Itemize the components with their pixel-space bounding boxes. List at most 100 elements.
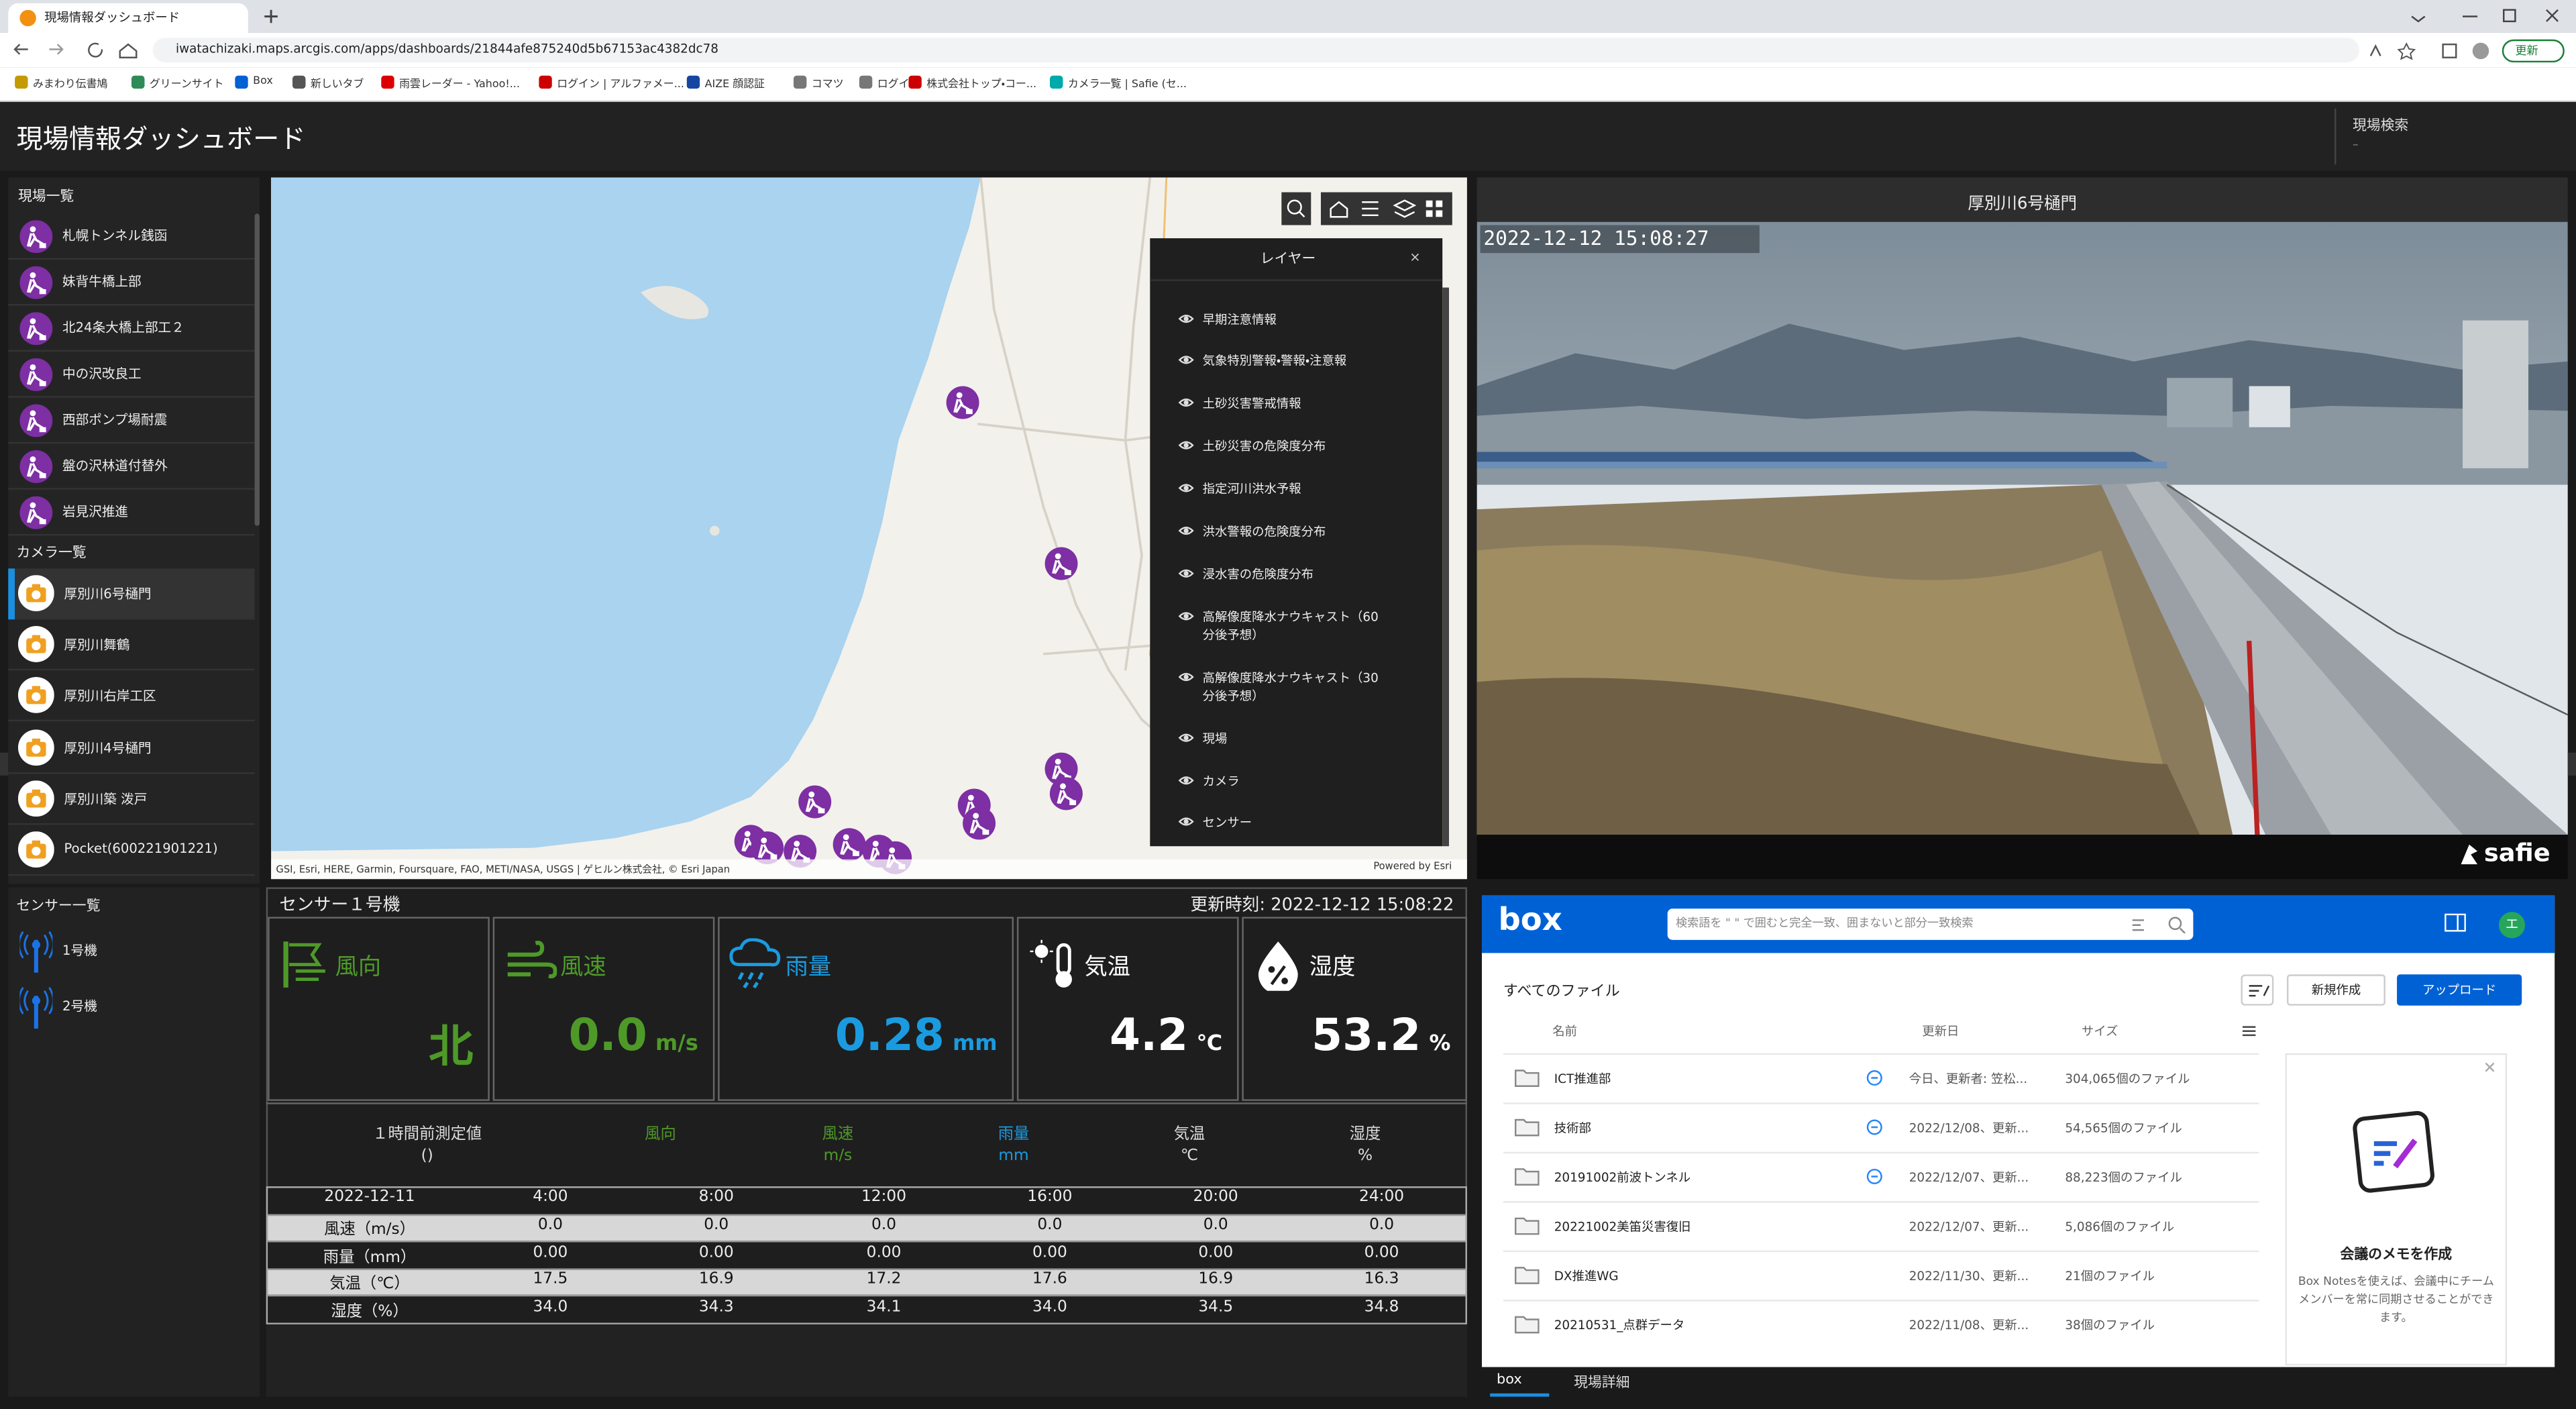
bottom-tab[interactable]: box (1497, 1371, 1522, 1389)
layer-item[interactable]: 早期注意情報 (1202, 312, 1277, 327)
graphic (264, 9, 278, 23)
layer-item[interactable]: 土砂災害警戒情報 (1202, 396, 1301, 411)
camera-name[interactable]: 厚別川築 泼戸 (64, 791, 148, 806)
graphic (686, 75, 700, 89)
site-name[interactable]: 盤の沢林道付替外 (62, 458, 168, 474)
tile-value-wrap: 北 (273, 1010, 473, 1076)
close-button[interactable]: × (1409, 250, 1421, 265)
camera-item[interactable] (8, 825, 255, 876)
graphic (1281, 978, 1289, 984)
column-header[interactable]: サイズ (2081, 1023, 2118, 1039)
search-value[interactable]: – (2352, 138, 2359, 152)
bookmark[interactable]: みまわり伝書鳩 (32, 77, 108, 91)
bookmark-icon (793, 75, 807, 89)
layer-item[interactable]: 洪水警報の危険度分布 (1202, 524, 1326, 539)
url-text[interactable]: iwatachizaki.maps.arcgis.com/apps/dashbo… (176, 41, 719, 56)
powered-by[interactable]: Powered by Esri (1373, 861, 1452, 873)
upload-button[interactable]: アップロード (2397, 974, 2522, 1006)
site-item[interactable] (8, 443, 255, 490)
file-row[interactable] (1503, 1151, 2259, 1201)
camera-item[interactable] (8, 671, 255, 723)
layer-item[interactable]: センサー (1202, 815, 1252, 830)
folder-title[interactable]: すべてのファイル (1503, 984, 1620, 1001)
nav-buttons (13, 42, 138, 58)
update-button[interactable]: 更新 (2502, 39, 2565, 63)
graphic (1178, 569, 1194, 578)
camera-name[interactable]: Pocket(600221901221) (64, 841, 218, 856)
file-row[interactable] (1503, 1201, 2259, 1250)
column-header[interactable]: 更新日 (1922, 1023, 1960, 1039)
bookmark[interactable]: コマツ (811, 77, 844, 91)
file-row[interactable] (1503, 1300, 2259, 1349)
site-name[interactable]: 岩見沢推進 (62, 504, 129, 519)
bookmark[interactable]: 新しいタブ (310, 77, 364, 91)
graphic (1330, 201, 1348, 218)
graphic (1287, 199, 1302, 215)
layer-item[interactable]: 指定河川洪水予報 (1202, 481, 1301, 497)
site-item[interactable] (8, 306, 255, 352)
graphic (1477, 405, 2568, 485)
camera-name[interactable]: 厚別川4号樋門 (64, 740, 152, 755)
folder-icon (1514, 1069, 1540, 1088)
camera-item[interactable] (8, 723, 255, 774)
graphic (1183, 674, 1189, 680)
graphic (19, 312, 53, 346)
file-row[interactable] (1503, 1102, 2259, 1151)
layer-item[interactable]: 浸水害の危険度分布 (1202, 566, 1313, 582)
bookmark[interactable]: ログイン | アルファメー... (557, 77, 684, 91)
camera-name[interactable]: 厚別川右岸工区 (64, 689, 156, 704)
box-logo[interactable]: box (1498, 902, 1562, 939)
bookmark[interactable]: 雨雲レーダー - Yahoo!... (399, 77, 520, 91)
file-row[interactable] (1503, 1250, 2259, 1300)
site-item[interactable] (8, 490, 255, 536)
site-item[interactable] (8, 352, 255, 398)
site-name[interactable]: 妹背牛橋上部 (62, 274, 142, 290)
graphic (1183, 485, 1189, 491)
layer-item[interactable]: カメラ (1202, 774, 1240, 789)
box-search[interactable] (1667, 908, 2194, 940)
graphic (26, 509, 46, 523)
camera-item[interactable] (8, 620, 255, 671)
graphic (1044, 547, 1078, 580)
file-row[interactable] (1503, 1053, 2259, 1102)
graphic (2411, 15, 2426, 23)
camera-item[interactable] (8, 774, 255, 825)
sensor-name[interactable]: 2号機 (62, 998, 97, 1014)
bookmark[interactable]: AIZE 顔認証 (704, 77, 765, 91)
site-name[interactable]: 札幌トンネル銭函 (62, 228, 168, 244)
graphic (2369, 44, 2381, 56)
tile-value: 4.2 (1110, 1010, 1189, 1062)
graphic (1183, 819, 1189, 825)
sensor-name[interactable]: 1号機 (62, 943, 97, 958)
graphic (2166, 484, 2568, 716)
graphic (853, 851, 859, 856)
camera-icon (17, 780, 54, 817)
bookmark[interactable]: カメラ一覧 | Safie (セ... (1067, 77, 1187, 91)
graphic (235, 75, 248, 89)
camera-title-bar (1477, 177, 2568, 222)
bookmark[interactable]: Box (253, 74, 273, 87)
browser-tab[interactable]: 現場情報ダッシュボード (8, 3, 248, 33)
graphic (88, 42, 103, 58)
site-name[interactable]: 北24条大橋上部工２ (62, 320, 184, 335)
hour-ago-column-label: 雨量 (998, 1125, 1030, 1144)
layer-item[interactable]: 現場 (1202, 731, 1228, 746)
site-name[interactable]: 中の沢改良工 (62, 366, 142, 382)
bookmark[interactable]: グリーンサイト (149, 77, 224, 91)
layer-item[interactable]: 高解像度降水ナウキャスト（60分後予想） (1202, 609, 1379, 643)
camera-name[interactable]: 厚別川6号樋門 (64, 586, 152, 602)
bottom-tab[interactable]: 現場詳細 (1574, 1375, 1630, 1392)
box-avatar[interactable]: エ (2498, 912, 2526, 939)
column-header[interactable]: 名前 (1552, 1023, 1578, 1039)
layer-item[interactable]: 土砂災害の危険度分布 (1202, 438, 1326, 454)
bookmark[interactable]: 株式会社トップ・コー... (926, 77, 1037, 91)
site-item[interactable] (8, 213, 255, 260)
layer-item[interactable]: 高解像度降水ナウキャスト（30分後予想） (1202, 670, 1379, 704)
graphic (966, 409, 973, 415)
layer-item[interactable]: 気象特別警報・警報・注意報 (1202, 353, 1347, 368)
camera-name[interactable]: 厚別川舞鶴 (64, 637, 130, 653)
site-name[interactable]: 西部ポンプ場耐震 (62, 412, 168, 427)
site-item[interactable] (8, 260, 255, 306)
new-button[interactable]: 新規作成 (2286, 974, 2385, 1006)
site-item[interactable] (8, 398, 255, 444)
